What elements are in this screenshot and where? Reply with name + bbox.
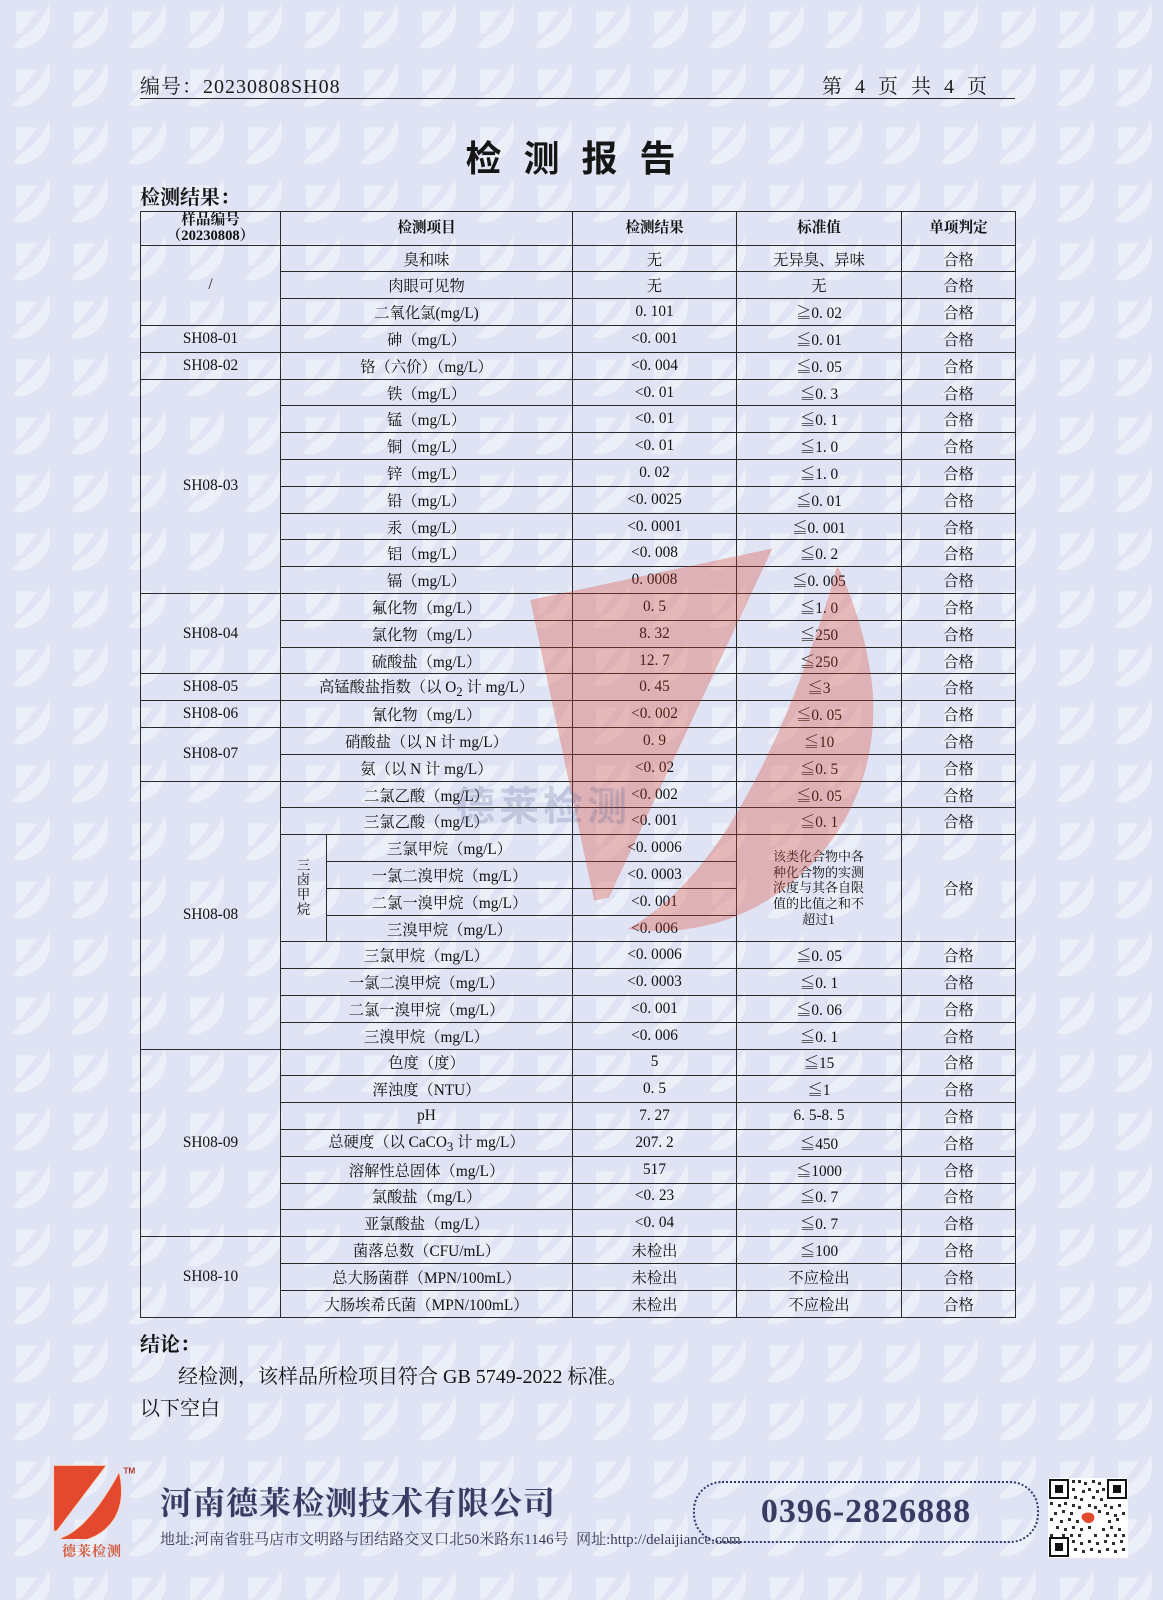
svg-text:TM: TM — [123, 1465, 135, 1475]
